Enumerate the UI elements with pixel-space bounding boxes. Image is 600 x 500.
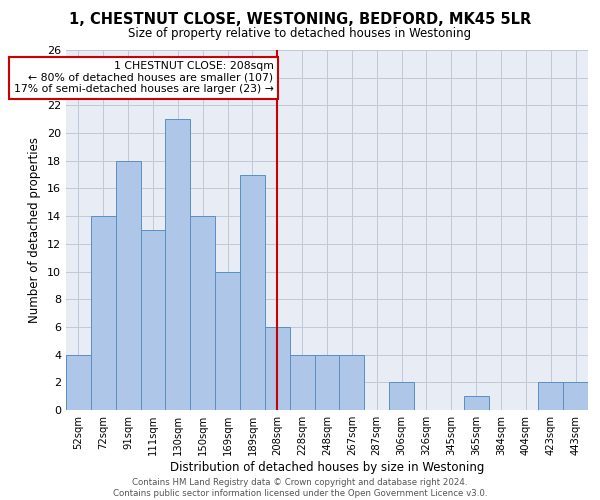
Text: 1 CHESTNUT CLOSE: 208sqm
← 80% of detached houses are smaller (107)
17% of semi-: 1 CHESTNUT CLOSE: 208sqm ← 80% of detach… bbox=[14, 61, 274, 94]
Bar bbox=[166, 119, 190, 410]
Bar bbox=[265, 327, 290, 410]
Bar bbox=[91, 216, 116, 410]
Bar bbox=[116, 161, 140, 410]
Text: Size of property relative to detached houses in Westoning: Size of property relative to detached ho… bbox=[128, 28, 472, 40]
Bar bbox=[66, 354, 91, 410]
Bar bbox=[389, 382, 414, 410]
Bar bbox=[340, 354, 364, 410]
Bar bbox=[464, 396, 488, 410]
Text: Contains HM Land Registry data © Crown copyright and database right 2024.
Contai: Contains HM Land Registry data © Crown c… bbox=[113, 478, 487, 498]
Bar bbox=[140, 230, 166, 410]
Bar bbox=[538, 382, 563, 410]
Bar bbox=[314, 354, 340, 410]
Bar bbox=[190, 216, 215, 410]
Y-axis label: Number of detached properties: Number of detached properties bbox=[28, 137, 41, 323]
Bar bbox=[215, 272, 240, 410]
Bar bbox=[240, 174, 265, 410]
Text: 1, CHESTNUT CLOSE, WESTONING, BEDFORD, MK45 5LR: 1, CHESTNUT CLOSE, WESTONING, BEDFORD, M… bbox=[69, 12, 531, 28]
Bar bbox=[563, 382, 588, 410]
Bar bbox=[290, 354, 314, 410]
X-axis label: Distribution of detached houses by size in Westoning: Distribution of detached houses by size … bbox=[170, 461, 484, 474]
